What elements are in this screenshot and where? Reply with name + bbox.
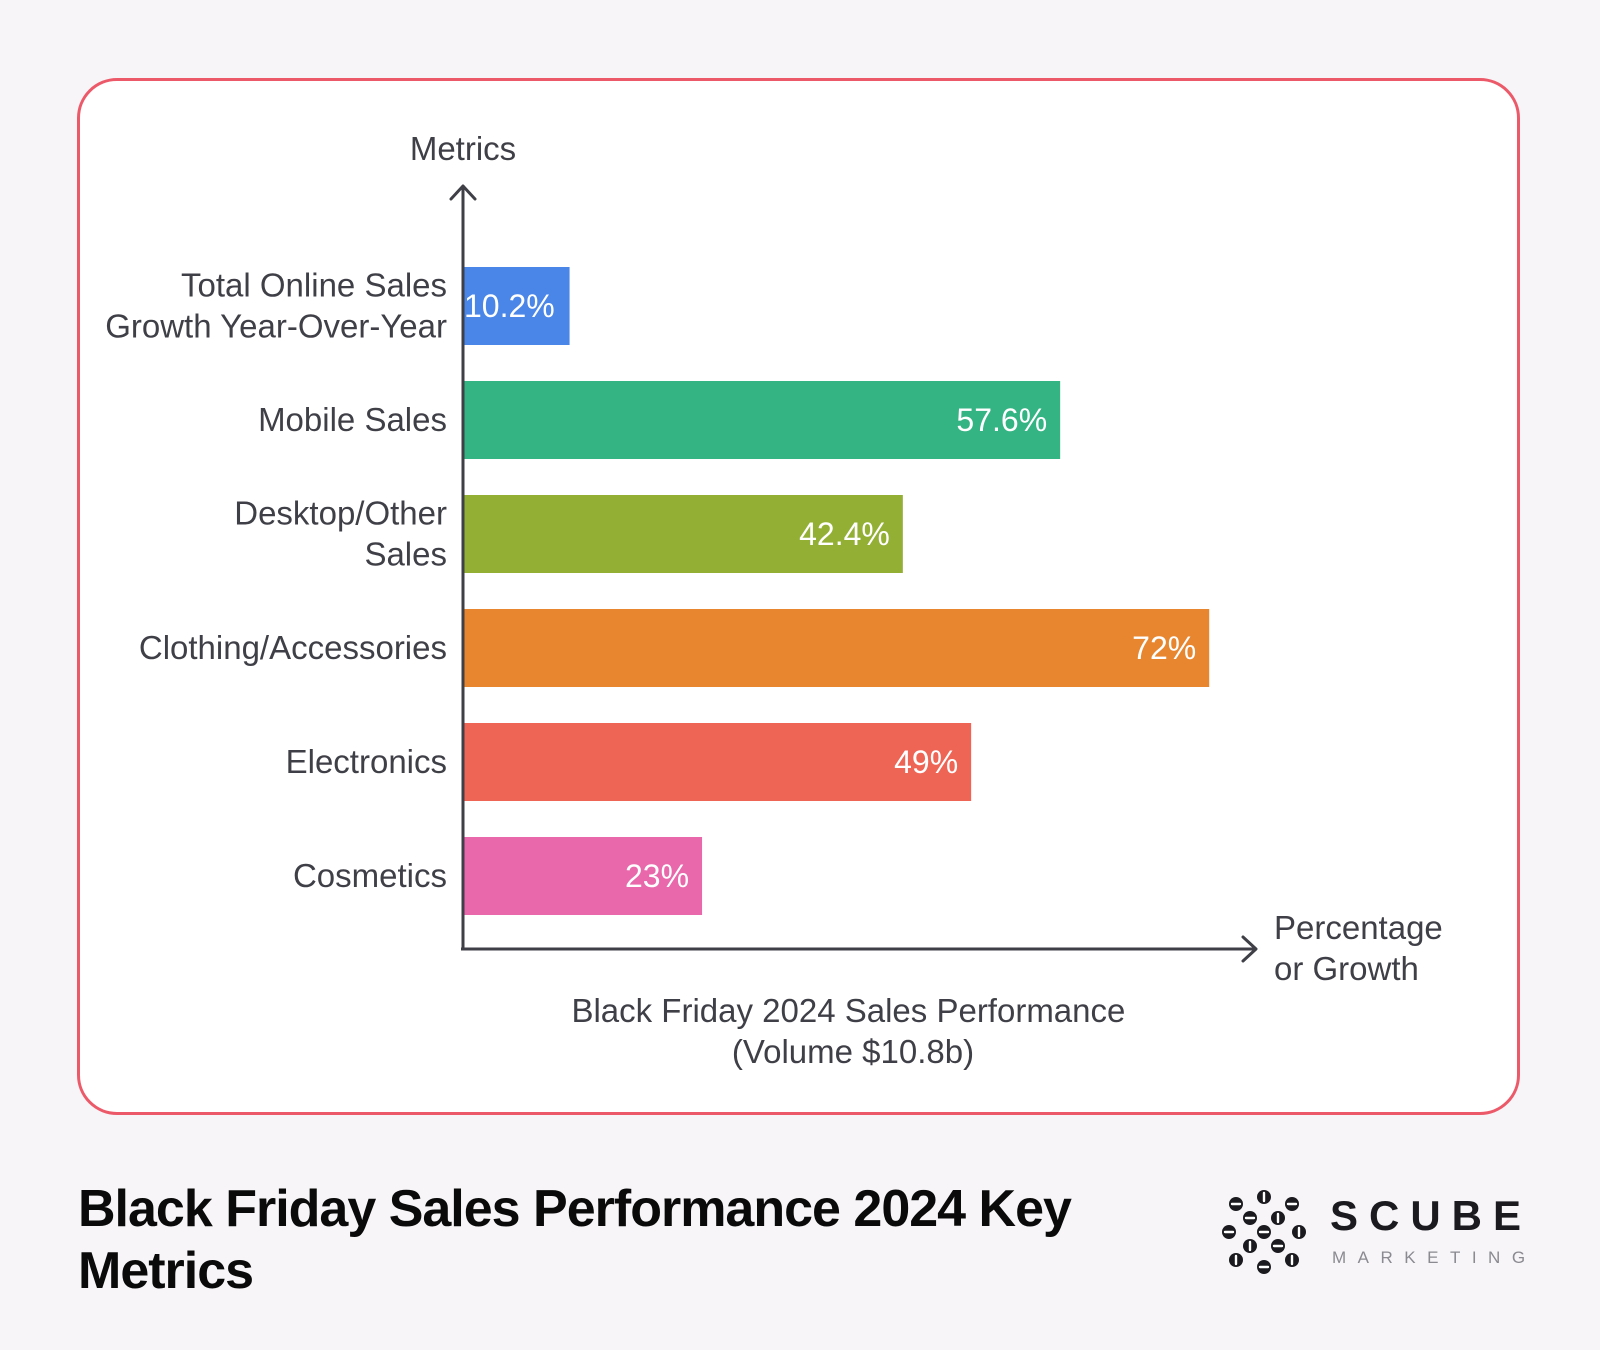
category-label-electronics: Electronics — [286, 743, 447, 780]
chart-caption-line-1: Black Friday 2024 Sales Performance — [571, 992, 1125, 1029]
bar-chart: 10.2% 57.6% 42.4% 72% 49% 23% Metrics Percent… — [105, 130, 1452, 1070]
brand-name: SCUBE — [1330, 1192, 1533, 1239]
category-label-desktop-other-sales: Desktop/Other Sales — [234, 495, 447, 573]
category-label-line: Total Online Sales — [181, 267, 447, 304]
bar-value-label: 49% — [894, 744, 958, 780]
category-label-total-online-sales-growth-year-over-year: Total Online Sales Growth Year-Over-Year — [105, 267, 447, 345]
chart-caption-line-2: (Volume $10.8b) — [732, 1033, 974, 1070]
bar-cosmetics — [464, 837, 703, 915]
y-axis-arrow — [449, 184, 477, 201]
category-label-line: Clothing/Accessories — [139, 629, 447, 666]
chart-card — [77, 78, 1520, 1115]
page-title: Black Friday Sales Performance 2024 Key … — [78, 1180, 1072, 1300]
bar-total-online-sales-growth-year-over-year — [464, 267, 570, 345]
bar-value-label: 57.6% — [956, 402, 1047, 438]
bar-value-label: 23% — [625, 858, 689, 894]
bar-clothing-accessories — [464, 609, 1210, 687]
category-label-line: Electronics — [286, 743, 447, 780]
scube-logo-icon — [1222, 1190, 1306, 1274]
bar-value-label: 10.2% — [464, 288, 555, 324]
x-axis-title-line-1: Percentage — [1274, 909, 1443, 946]
bar-value-label: 72% — [1132, 630, 1196, 666]
axes: Metrics Percentage or Growth — [410, 130, 1452, 987]
x-axis-title: Percentage or Growth — [1274, 909, 1452, 987]
bar-desktop-other-sales — [464, 495, 903, 573]
category-label-mobile-sales: Mobile Sales — [258, 401, 447, 438]
bar-mobile-sales — [464, 381, 1061, 459]
category-label-line: Growth Year-Over-Year — [105, 308, 447, 345]
category-label-line: Desktop/Other — [234, 495, 447, 532]
brand-subtitle: MARKETING — [1332, 1248, 1537, 1267]
x-axis-arrow — [1241, 935, 1258, 963]
category-label-line: Mobile Sales — [258, 401, 447, 438]
x-axis-title-line-2: or Growth — [1274, 950, 1419, 987]
category-label-line: Sales — [364, 536, 447, 573]
category-label-clothing-accessories: Clothing/Accessories — [139, 629, 447, 666]
y-axis-title: Metrics — [410, 130, 516, 167]
category-label-cosmetics: Cosmetics — [293, 857, 447, 894]
bar-value-label: 42.4% — [799, 516, 890, 552]
category-labels: Total Online Sales Growth Year-Over-Year M… — [105, 267, 447, 895]
chart-caption: Black Friday 2024 Sales Performance (Vol… — [571, 992, 1134, 1070]
bar-group: 10.2% 57.6% 42.4% 72% 49% 23% — [464, 267, 1210, 915]
category-label-line: Cosmetics — [293, 857, 447, 894]
bar-electronics — [464, 723, 972, 801]
brand-logo[interactable]: SCUBE MARKETING — [1222, 1190, 1532, 1280]
